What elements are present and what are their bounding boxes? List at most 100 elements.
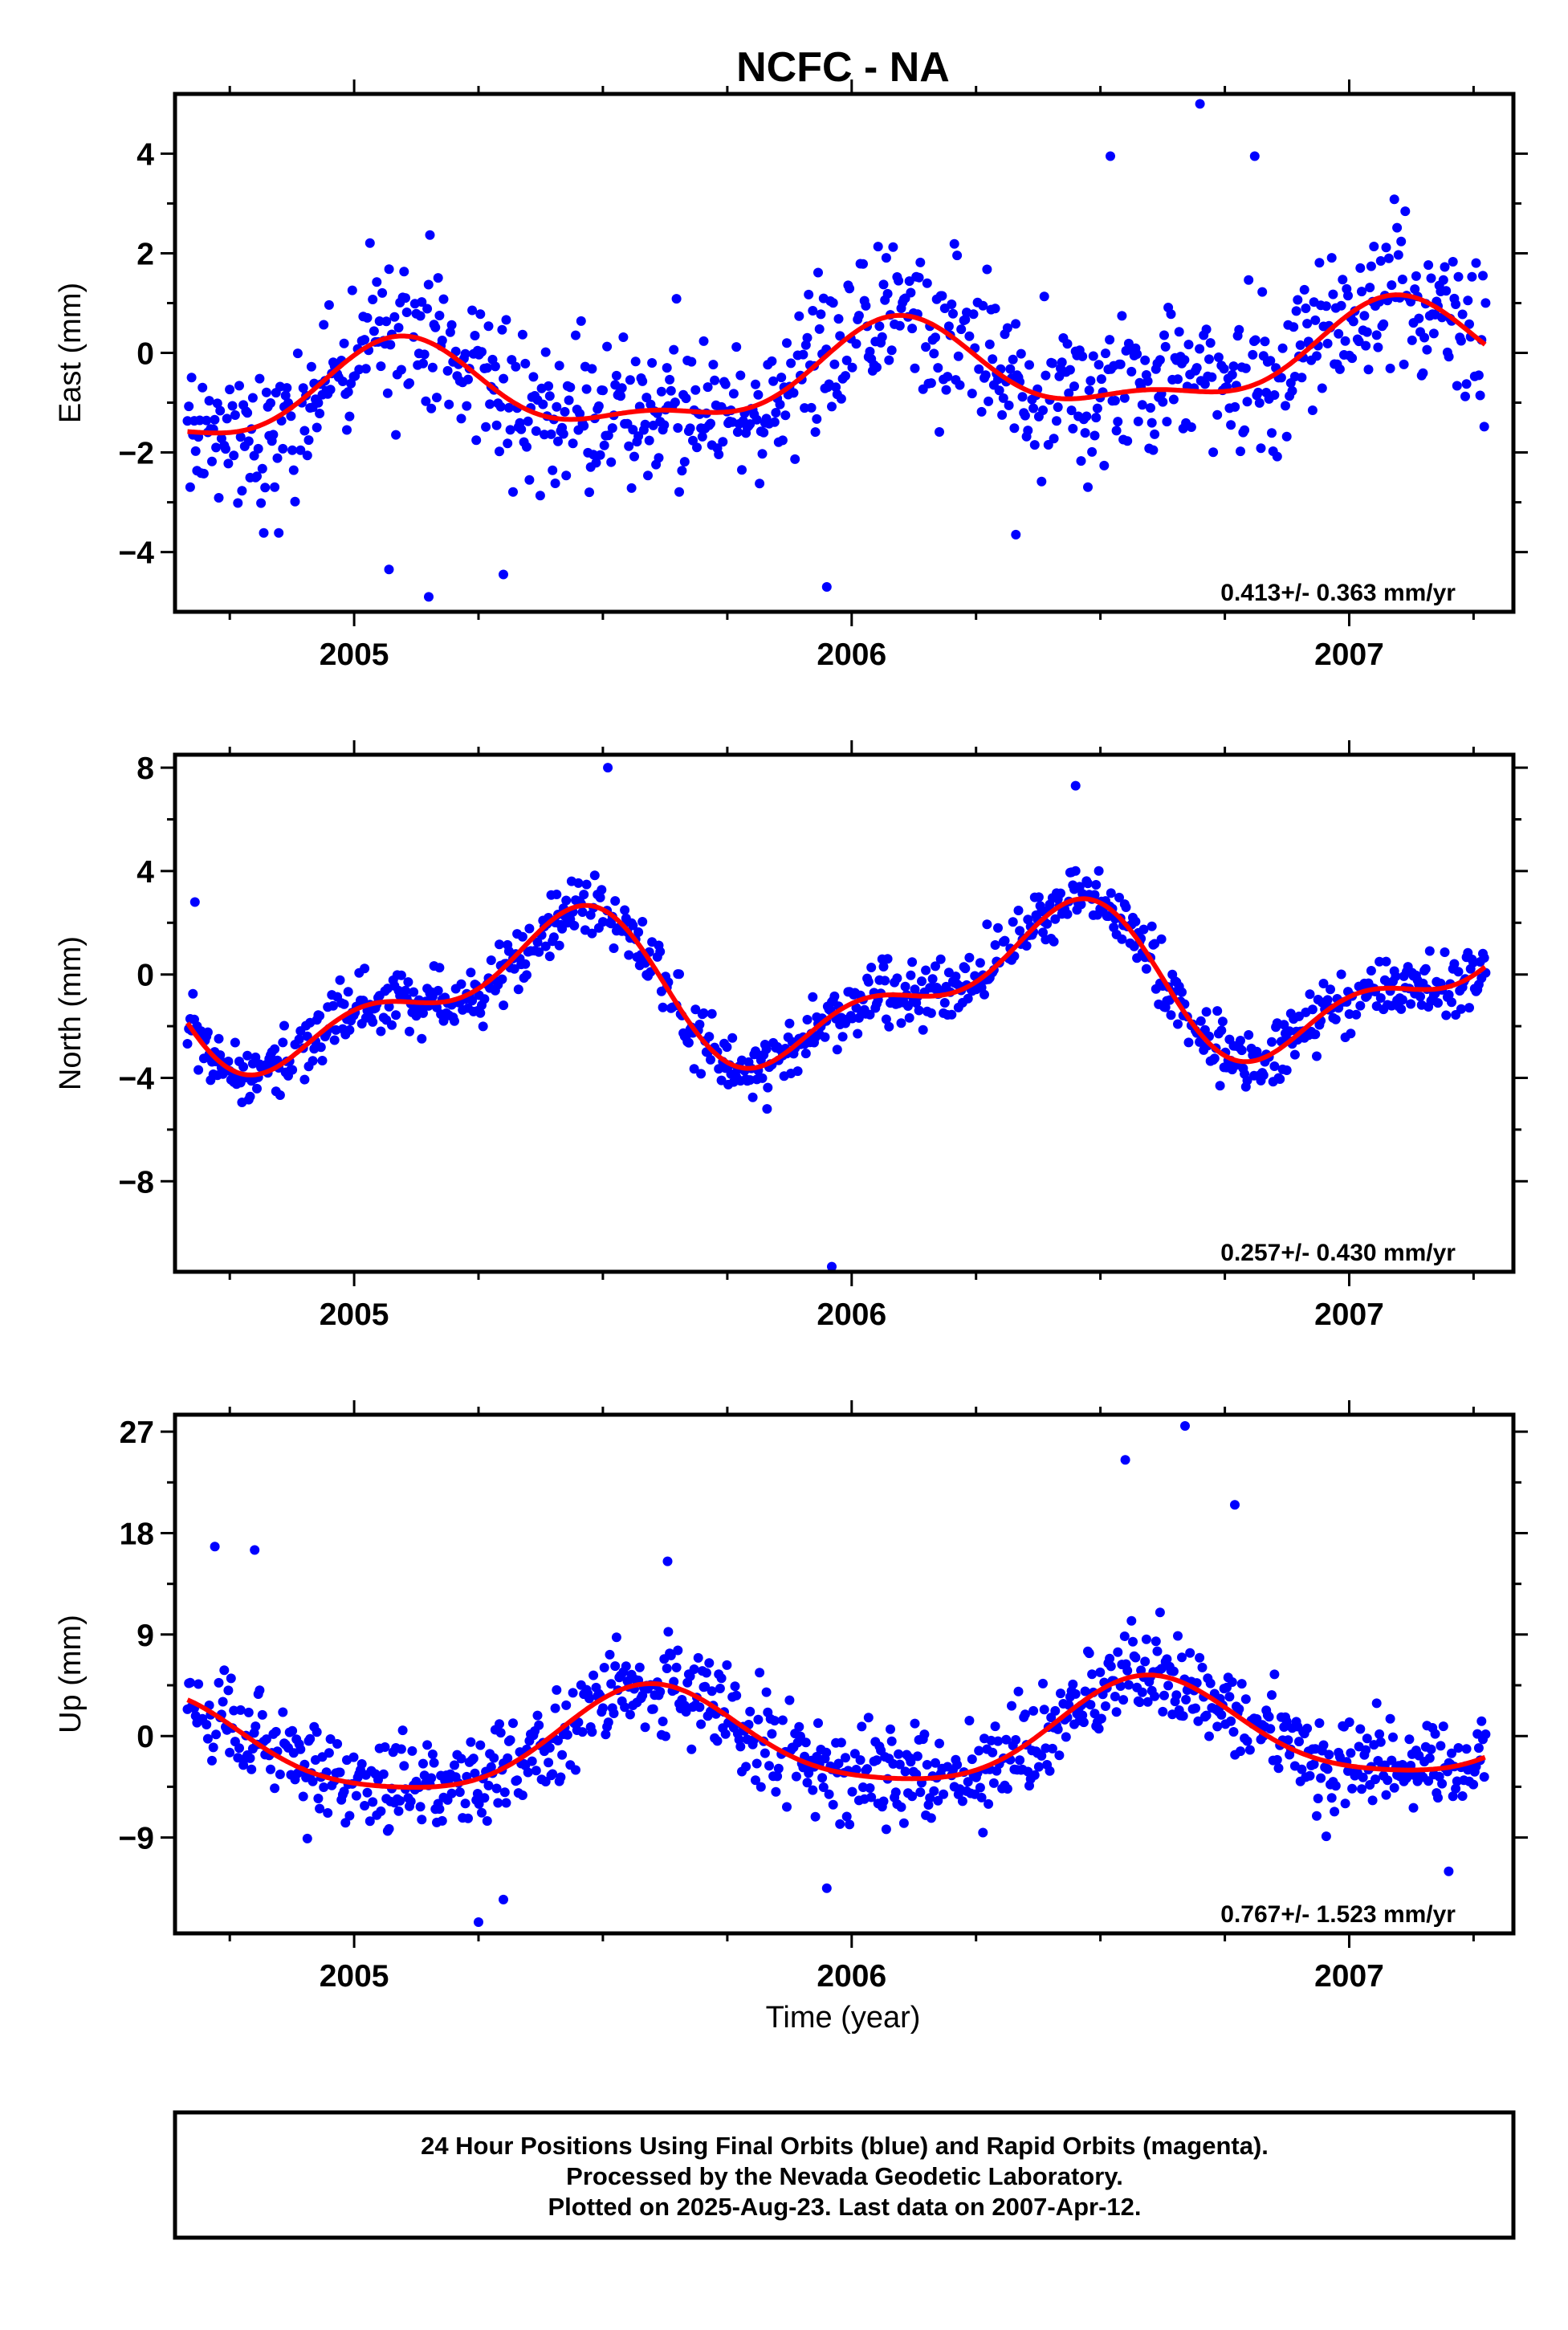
data-point — [1185, 1648, 1195, 1658]
data-point — [548, 465, 558, 475]
data-point — [1099, 460, 1110, 470]
data-point — [242, 408, 253, 418]
data-point — [255, 1685, 265, 1696]
data-point — [929, 1786, 939, 1796]
data-point — [384, 264, 394, 275]
data-point — [245, 1091, 255, 1102]
data-point — [430, 322, 441, 332]
data-point — [287, 1725, 298, 1736]
data-point — [829, 991, 840, 1001]
data-point — [881, 1014, 891, 1024]
data-point — [1049, 936, 1059, 947]
data-point — [598, 385, 608, 396]
data-point — [686, 356, 697, 367]
y-tick-label: 0 — [136, 337, 154, 372]
data-point — [951, 972, 961, 982]
data-point — [964, 1716, 975, 1725]
data-point — [230, 410, 240, 420]
data-point — [1242, 397, 1252, 407]
data-point — [362, 312, 373, 323]
data-point — [1166, 1010, 1176, 1020]
data-point — [1077, 351, 1088, 361]
data-point — [323, 1808, 333, 1818]
data-point — [1050, 1705, 1061, 1716]
data-point — [324, 299, 334, 310]
data-point — [475, 1740, 486, 1750]
data-point — [460, 1798, 470, 1809]
data-point — [974, 1745, 984, 1756]
data-point — [495, 1728, 506, 1738]
data-point — [1248, 349, 1258, 360]
chart-title: NCFC - NA — [736, 44, 950, 91]
data-point — [798, 349, 808, 360]
data-point — [751, 1775, 760, 1786]
data-point — [1141, 963, 1151, 974]
data-point — [445, 327, 455, 337]
data-point — [730, 1681, 740, 1692]
data-point — [1370, 1774, 1380, 1785]
data-point — [208, 1742, 218, 1753]
data-point — [548, 1769, 558, 1779]
x-tick-label: 2007 — [1314, 1297, 1384, 1332]
data-point — [792, 1066, 803, 1077]
data-point — [703, 382, 713, 393]
data-point — [782, 338, 792, 348]
data-point — [362, 1787, 373, 1798]
data-point — [715, 1684, 725, 1693]
data-point — [862, 1764, 873, 1774]
data-point — [880, 976, 890, 986]
data-point — [261, 1734, 271, 1745]
data-point — [878, 279, 889, 290]
data-point — [401, 293, 410, 303]
data-point — [1250, 335, 1261, 345]
data-point — [1369, 242, 1379, 251]
data-point — [673, 423, 683, 433]
data-point — [275, 1770, 285, 1779]
data-point — [235, 1705, 246, 1715]
data-point — [1468, 1779, 1479, 1790]
data-point — [947, 1009, 957, 1020]
data-point — [718, 437, 728, 447]
data-point — [984, 1798, 994, 1809]
data-point — [328, 1000, 338, 1011]
y-tick-label: 2 — [136, 238, 154, 272]
data-point — [697, 431, 707, 442]
data-point — [878, 1796, 889, 1807]
data-point — [1002, 1784, 1012, 1794]
data-point — [1091, 880, 1102, 890]
data-point — [1053, 402, 1063, 413]
data-point — [381, 316, 392, 327]
data-point — [1146, 921, 1157, 931]
data-point — [1381, 956, 1391, 967]
data-point — [907, 957, 918, 967]
rate-annotation: 0.413+/- 0.363 mm/yr — [1220, 580, 1456, 606]
data-point — [1162, 1654, 1172, 1664]
data-point — [599, 440, 609, 450]
data-point — [1363, 365, 1374, 375]
data-point — [425, 230, 435, 240]
y-axis-label: North (mm) — [54, 936, 88, 1090]
data-point — [607, 423, 617, 434]
data-point — [581, 879, 592, 890]
data-point — [1355, 1000, 1366, 1011]
data-point — [1201, 1710, 1212, 1721]
data-point — [409, 987, 419, 997]
outlier-point — [499, 569, 508, 580]
data-point — [1111, 426, 1122, 436]
data-point — [1156, 1664, 1167, 1674]
data-point — [655, 947, 666, 957]
data-point — [495, 1719, 504, 1729]
data-point — [1094, 1724, 1104, 1734]
data-point — [1123, 1680, 1134, 1690]
data-point — [1041, 1743, 1051, 1754]
data-point — [1061, 1732, 1071, 1742]
data-point — [278, 1037, 288, 1048]
data-point — [1156, 934, 1167, 944]
data-point — [722, 1042, 732, 1053]
data-point — [571, 330, 580, 340]
data-point — [681, 1707, 691, 1717]
data-point — [1183, 340, 1194, 350]
data-point — [698, 1008, 709, 1018]
data-point — [963, 993, 973, 1004]
data-point — [356, 1759, 367, 1769]
